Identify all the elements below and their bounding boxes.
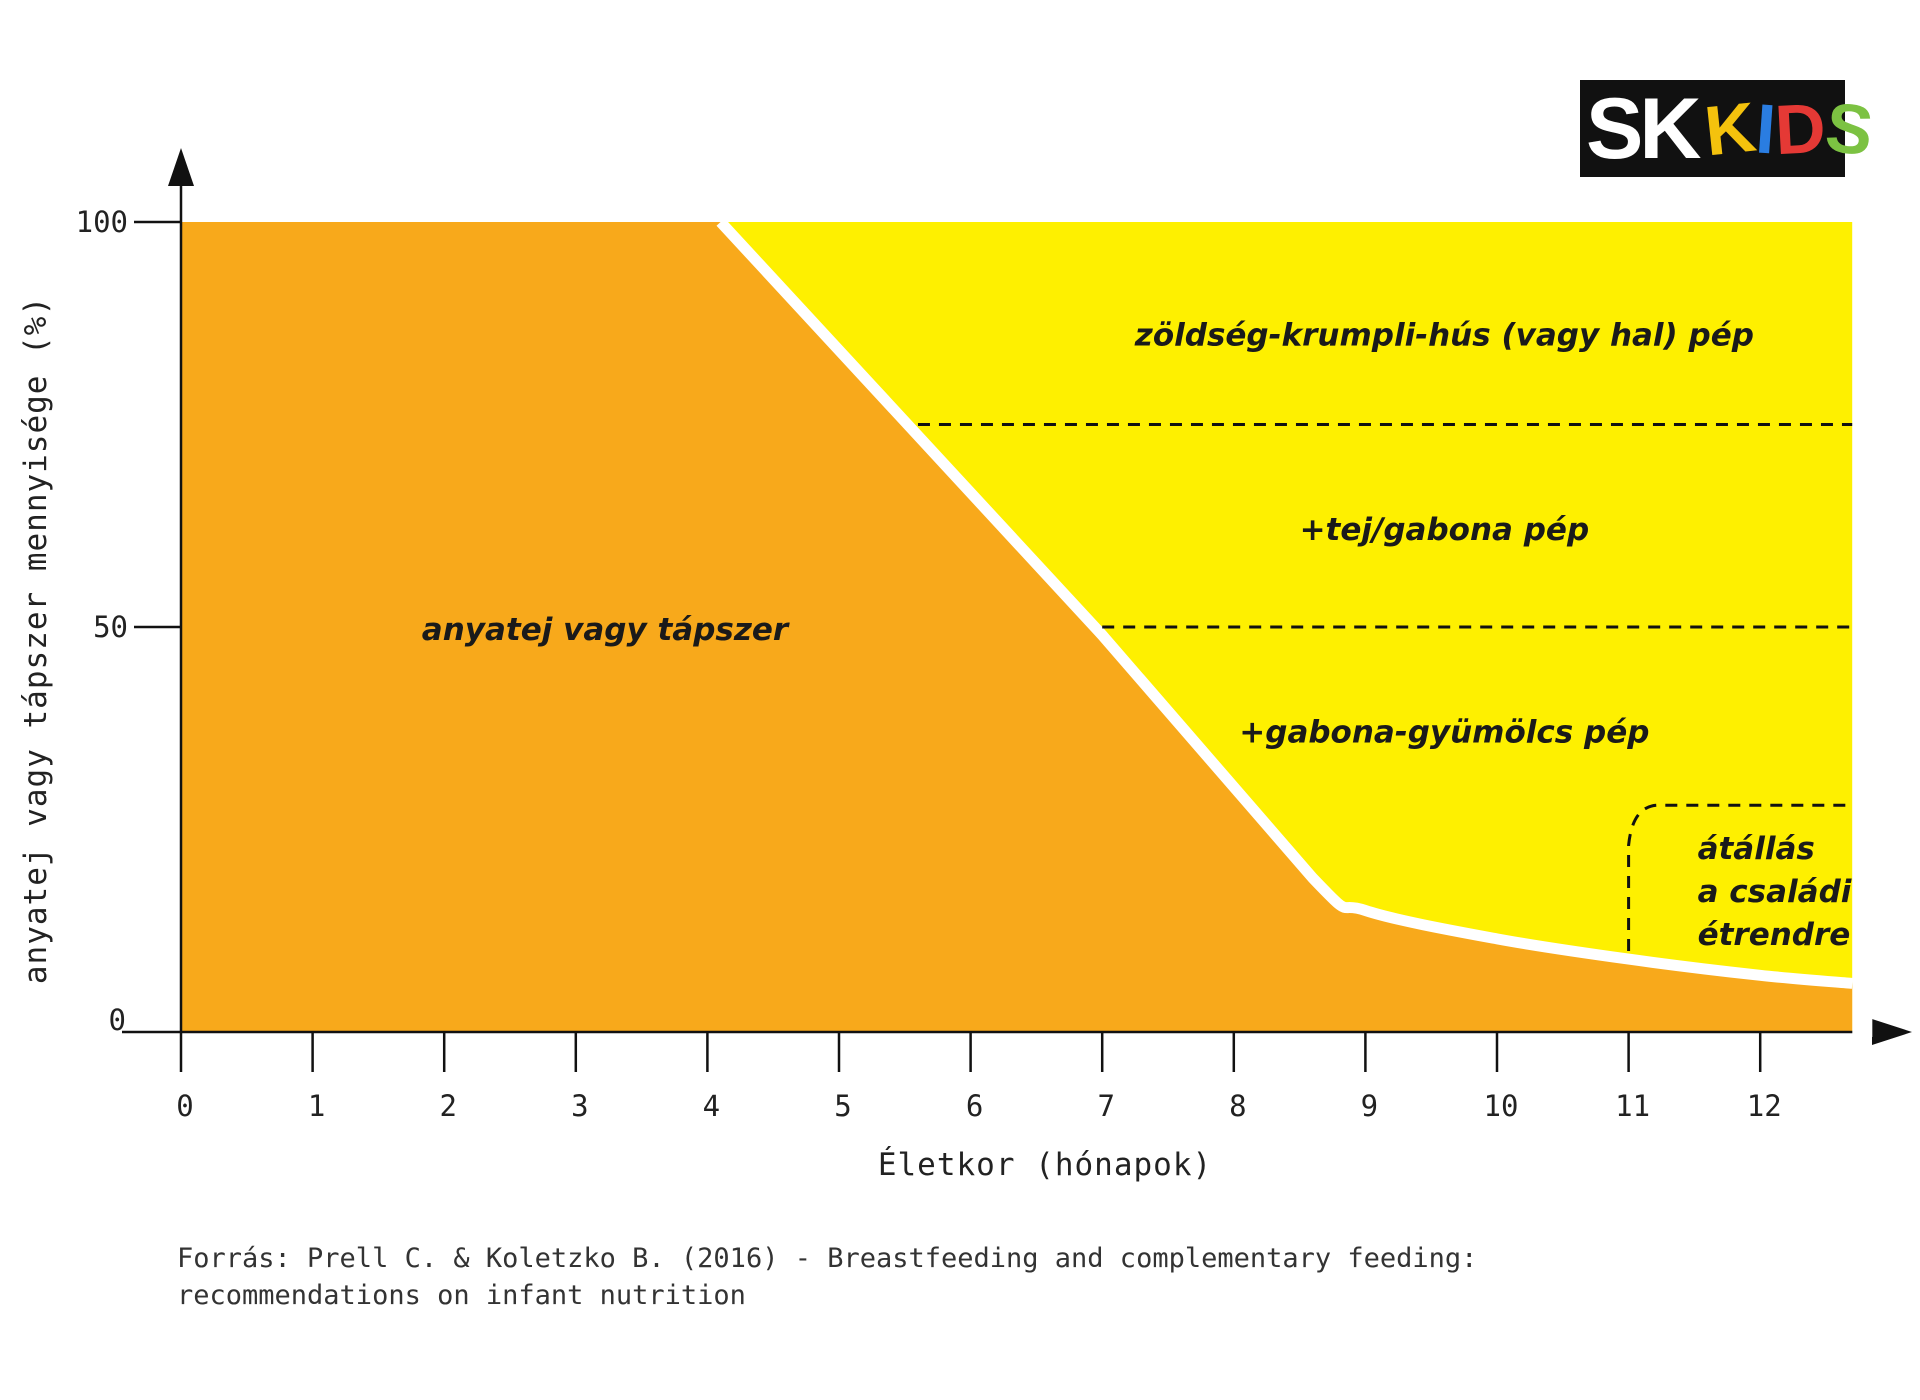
region-labels: anyatej vagy tápszer zöldség-krumpli-hús … — [422, 317, 1852, 953]
right-edge-mask — [1852, 217, 1873, 1037]
x-tick-label: 7 — [1097, 1089, 1114, 1123]
x-tick-label: 3 — [571, 1089, 588, 1123]
y-tick-label: 50 — [93, 610, 128, 644]
label-breastmilk-formula: anyatej vagy tápszer — [422, 612, 790, 648]
x-axis-title: Életkor (hónapok) — [878, 1147, 1212, 1183]
x-tick-label: 1 — [308, 1089, 325, 1123]
y-tick-label: 100 — [76, 205, 128, 239]
breastmilk-formula-area — [181, 222, 1853, 1032]
x-tick-label: 2 — [439, 1089, 456, 1123]
x-tick-label: 0 — [176, 1089, 193, 1123]
source-line-2: recommendations on infant nutrition — [177, 1280, 746, 1311]
logo-kids-letter: D — [1773, 88, 1829, 169]
dashed-dividers — [917, 423, 1853, 629]
region-label-3: +gabona-gyümölcs pép — [1239, 714, 1649, 750]
logo-kids-letter: S — [1821, 86, 1878, 171]
x-tick-label: 5 — [834, 1089, 851, 1123]
x-tick-label: 6 — [966, 1089, 983, 1123]
x-tick-label: 10 — [1484, 1089, 1519, 1123]
x-tick-label: 8 — [1229, 1089, 1246, 1123]
transition-label-line-2: a családi — [1698, 874, 1852, 910]
y-axis-title: anyatej vagy tápszer mennyisége (%) — [18, 296, 54, 984]
source-citation: Forrás: Prell C. & Koletzko B. (2016) - … — [177, 1240, 1677, 1314]
logo-sk-text: SK — [1586, 80, 1701, 177]
x-tick-label: 12 — [1747, 1089, 1782, 1123]
x-axis-arrow-icon — [1872, 1019, 1912, 1045]
transition-bracket — [1627, 803, 1853, 951]
region-label-1: zöldség-krumpli-hús (vagy hal) pép — [1134, 317, 1754, 353]
x-tick-label: 11 — [1615, 1089, 1650, 1123]
y-tick-label: 0 — [109, 1003, 126, 1037]
source-line-1: Forrás: Prell C. & Koletzko B. (2016) - … — [177, 1243, 1478, 1274]
logo-kids-letter: K — [1701, 87, 1760, 170]
x-tick-label: 4 — [703, 1089, 720, 1123]
transition-label-line-1: átállás — [1698, 831, 1815, 867]
y-axis-arrow-icon — [168, 148, 194, 186]
white-separator-curve — [716, 218, 1853, 989]
x-tick-label: 9 — [1361, 1089, 1378, 1123]
transition-label-line-3: étrendre — [1698, 917, 1851, 953]
region-label-2: +tej/gabona pép — [1300, 512, 1590, 548]
